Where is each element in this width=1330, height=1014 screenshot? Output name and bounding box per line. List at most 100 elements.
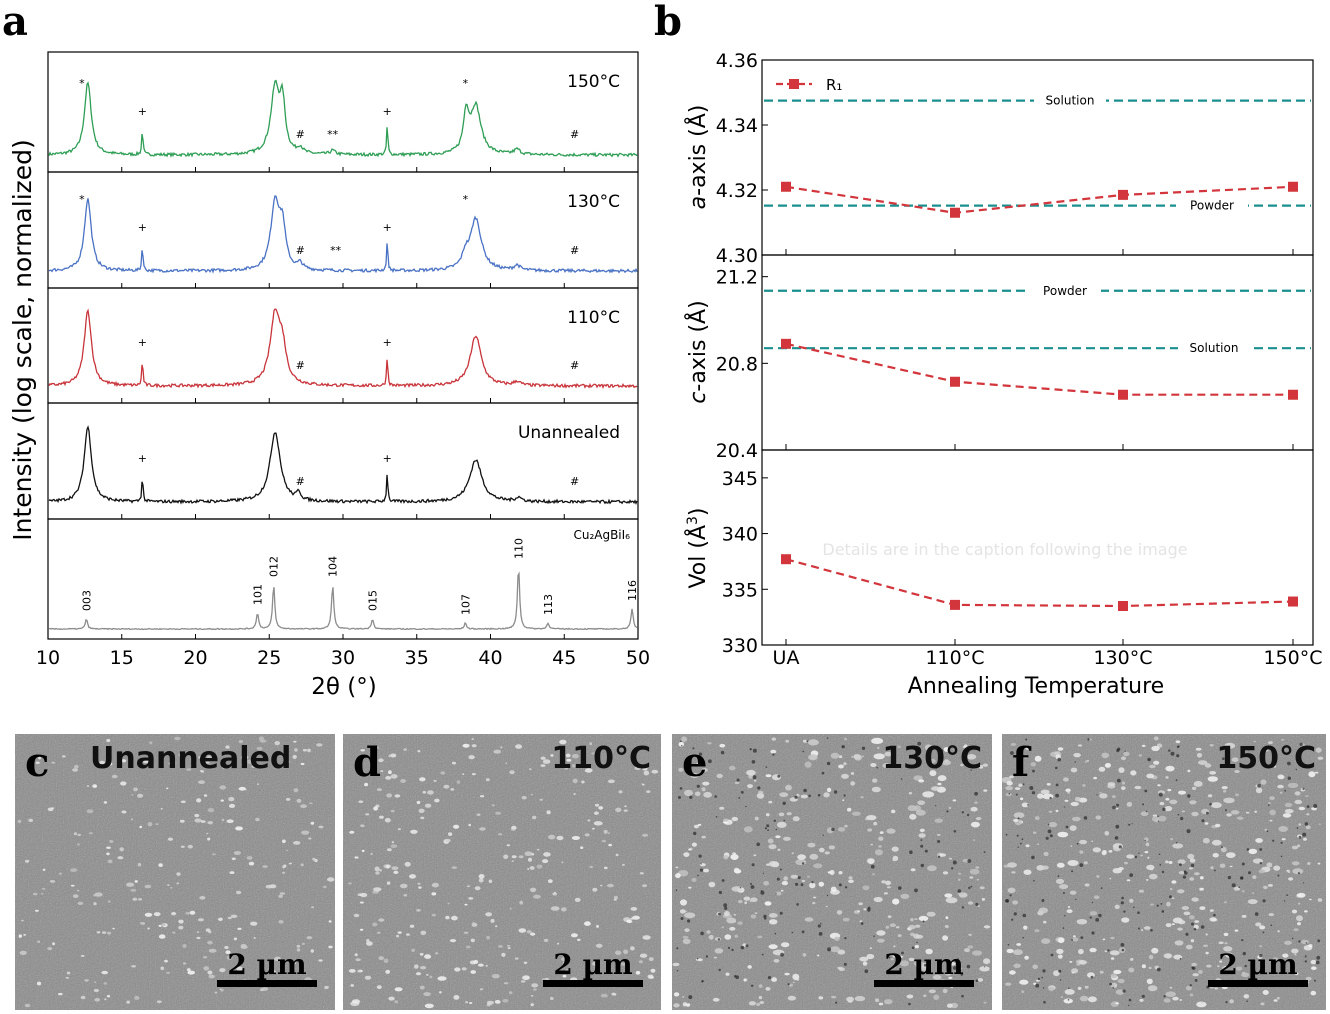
sem-grain — [353, 913, 360, 918]
sem-grain — [639, 953, 648, 958]
sem-pore — [1115, 824, 1120, 829]
sem-grain — [166, 787, 169, 790]
sem-grain — [1214, 823, 1221, 828]
r1-series-line — [785, 558, 1294, 608]
sem-grain — [561, 861, 564, 864]
sem-grain — [1065, 788, 1071, 793]
sem-grain — [1235, 793, 1239, 797]
sem-pore — [1259, 848, 1263, 851]
sem-pore — [1016, 834, 1019, 837]
scale-bar — [1208, 980, 1308, 987]
sem-grain — [437, 976, 447, 981]
sem-pore — [1041, 899, 1045, 902]
sem-grain — [373, 806, 378, 811]
sem-grain — [1063, 777, 1069, 782]
sem-grain — [1102, 938, 1106, 941]
sem-grain — [1114, 904, 1120, 910]
sem-pore — [1145, 810, 1148, 813]
sem-grain — [1130, 957, 1134, 961]
sem-grain — [485, 778, 490, 782]
sem-pore — [909, 850, 913, 854]
sem-grain — [197, 918, 204, 922]
sem-pore — [1184, 871, 1188, 875]
sem-grain — [507, 947, 511, 949]
sem-grain — [373, 887, 382, 892]
y-tick-label: 4.30 — [716, 245, 758, 267]
sem-pore — [1201, 819, 1205, 823]
sem-grain — [1284, 802, 1293, 808]
sem-grain — [76, 843, 80, 846]
sem-grain — [1016, 770, 1022, 774]
xrd-marker: # — [296, 128, 305, 141]
sem-grain — [642, 935, 651, 940]
sem-grain — [560, 907, 567, 912]
sem-grain — [933, 994, 940, 1001]
sem-grain — [589, 742, 593, 746]
sem-grain — [1165, 860, 1169, 864]
sem-pore — [1277, 874, 1280, 877]
sem-grain — [505, 762, 508, 765]
sem-grain — [1021, 990, 1025, 994]
sem-grain — [1101, 752, 1110, 759]
sem-grain — [1115, 989, 1125, 995]
sem-grain — [642, 884, 648, 888]
sem-grain — [1013, 818, 1019, 823]
sem-grain — [479, 827, 486, 831]
y-tick-label: 4.32 — [716, 180, 758, 202]
sem-grain — [1020, 797, 1024, 801]
sem-grain — [1069, 961, 1073, 963]
sem-grain — [180, 845, 185, 848]
xrd-marker: * — [79, 77, 85, 90]
reference-line-label: Solution — [1046, 94, 1095, 108]
sem-pore — [1127, 1004, 1130, 1007]
sem-grain — [227, 916, 232, 920]
sem-grain — [871, 786, 881, 793]
sem-pore — [1141, 994, 1145, 998]
sem-grain — [675, 866, 679, 869]
sem-grain — [804, 761, 812, 768]
sem-grain — [1288, 877, 1294, 881]
sem-grain — [766, 813, 770, 817]
sem-pore — [698, 854, 702, 858]
sem-grain — [1273, 765, 1277, 768]
sem-pore — [752, 775, 757, 780]
sem-grain — [1305, 976, 1312, 981]
sem-grain — [526, 930, 532, 934]
xrd-x-tick-label: 35 — [405, 647, 429, 669]
sem-pore — [1162, 807, 1166, 811]
sem-grain — [708, 934, 714, 940]
sem-grain — [385, 969, 391, 974]
sem-pore — [688, 995, 693, 1000]
sem-grain — [1093, 776, 1097, 780]
sem-grain — [1304, 910, 1308, 913]
sem-grain — [1235, 966, 1243, 971]
sem-pore — [766, 824, 770, 828]
sem-grain — [630, 917, 634, 920]
sem-grain — [1018, 783, 1023, 787]
sem-grain — [36, 981, 42, 986]
sem-pore — [688, 768, 691, 771]
sem-grain — [147, 822, 153, 827]
sem-grain — [72, 768, 79, 772]
sem-grain — [107, 900, 111, 903]
sem-pore — [1241, 939, 1244, 942]
sem-pore — [1287, 761, 1291, 766]
sem-pore — [1089, 916, 1092, 919]
sem-pore — [1170, 751, 1175, 756]
sem-pore — [767, 976, 772, 980]
sem-grain — [695, 958, 700, 961]
sem-grain — [533, 988, 537, 991]
sem-grain — [73, 832, 78, 836]
sem-grain — [296, 944, 301, 948]
sem-grain — [706, 930, 711, 934]
sem-image-d: d 110°C2 µm — [343, 734, 661, 1010]
sem-grain — [47, 947, 53, 951]
sem-grain — [414, 964, 419, 969]
sem-grain — [1174, 940, 1184, 946]
sem-condition-label: 130°C — [882, 741, 982, 776]
sem-pore — [1013, 912, 1017, 916]
sem-grain — [463, 743, 470, 748]
sem-grain — [527, 868, 530, 870]
sem-grain — [1264, 747, 1269, 752]
